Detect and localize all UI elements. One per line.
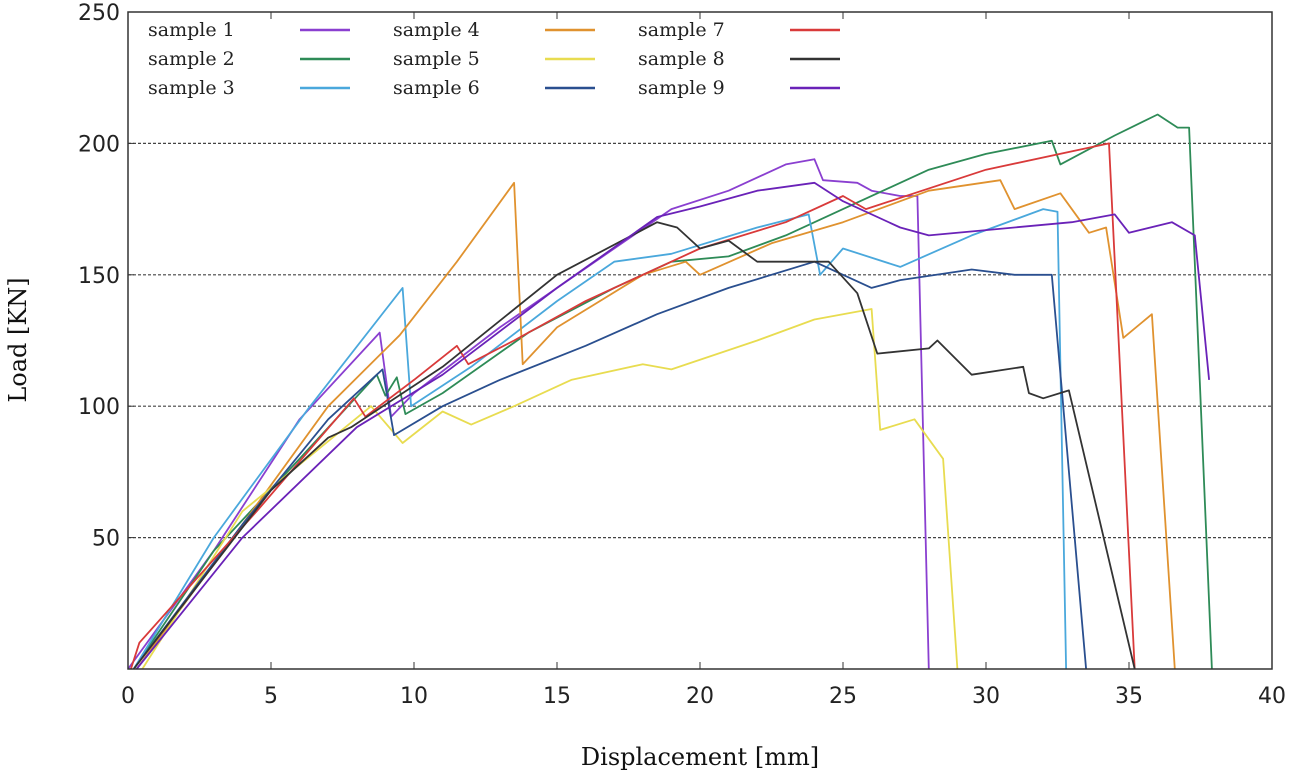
x-tick-label: 30: [972, 684, 1000, 709]
x-axis-label: Displacement [mm]: [581, 743, 819, 771]
series-line-5: [141, 308, 959, 670]
legend: sample 1 sample 2 sample 3 sample 4 sample 5…: [148, 19, 840, 99]
x-tick-label: 35: [1115, 684, 1143, 709]
legend-label: sample 6: [393, 77, 480, 99]
x-tick-label: 5: [264, 684, 278, 709]
series-line-2: [132, 113, 1213, 670]
legend-label: sample 4: [393, 19, 480, 41]
legend-label: sample 7: [638, 19, 725, 41]
y-tick-label: 150: [78, 264, 120, 289]
legend-label: sample 3: [148, 77, 235, 99]
series-line-1: [127, 158, 930, 670]
series-lines: [127, 113, 1213, 670]
series-line-6: [132, 260, 1087, 670]
legend-label: sample 2: [148, 48, 235, 70]
y-tick-label: 100: [78, 395, 120, 420]
y-axis-label: Load [KN]: [4, 277, 32, 402]
x-tick-label: 0: [121, 684, 135, 709]
y-tick-label: 250: [78, 1, 120, 26]
series-line-8: [132, 221, 1136, 670]
y-tick-label: 50: [92, 527, 120, 552]
legend-label: sample 1: [148, 19, 235, 41]
series-line-7: [130, 142, 1136, 670]
x-tick-label: 25: [829, 684, 857, 709]
x-tick-label: 20: [686, 684, 714, 709]
axis-ticks: 50 100 150 200 250 0 5 10 15 20 25 30 35 40: [78, 1, 1286, 709]
x-tick-label: 15: [543, 684, 571, 709]
legend-label: sample 9: [638, 77, 725, 99]
plot-frame: [127, 11, 1273, 670]
series-line-9: [135, 181, 1210, 670]
legend-label: sample 8: [638, 48, 725, 70]
grid: [128, 142, 1272, 539]
y-tick-label: 200: [78, 132, 120, 157]
x-tick-label: 10: [400, 684, 428, 709]
legend-label: sample 5: [393, 48, 480, 70]
series-line-4: [135, 179, 1176, 670]
x-tick-label: 40: [1258, 684, 1286, 709]
